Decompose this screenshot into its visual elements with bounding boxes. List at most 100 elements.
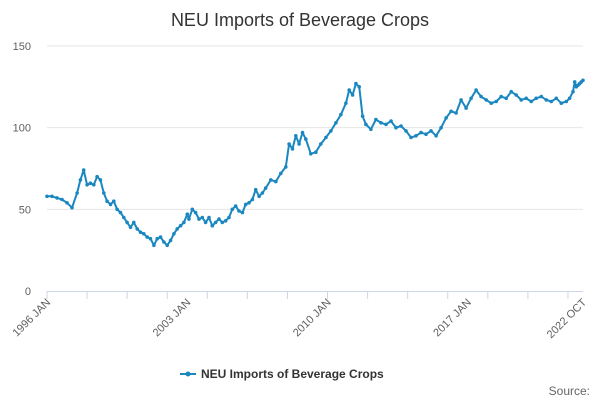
data-point[interactable] [182, 220, 186, 225]
legend[interactable]: NEU Imports of Beverage Crops [180, 367, 384, 381]
data-point[interactable] [287, 142, 291, 146]
data-point[interactable] [469, 96, 473, 101]
data-point[interactable] [294, 134, 298, 138]
data-point[interactable] [389, 119, 393, 123]
data-point[interactable] [125, 220, 129, 225]
data-point[interactable] [564, 99, 569, 104]
data-point[interactable] [200, 215, 205, 220]
data-point[interactable] [459, 98, 463, 102]
data-point[interactable] [65, 201, 69, 205]
data-point[interactable] [260, 191, 265, 195]
data-point[interactable] [347, 88, 352, 92]
data-point[interactable] [240, 210, 245, 215]
data-point[interactable] [379, 121, 383, 125]
data-point[interactable] [220, 220, 225, 225]
data-point[interactable] [429, 129, 433, 133]
data-point[interactable] [122, 215, 126, 220]
data-point[interactable] [454, 111, 458, 115]
data-point[interactable] [549, 99, 554, 104]
data-point[interactable] [237, 209, 241, 213]
data-point[interactable] [197, 217, 201, 221]
data-point[interactable] [384, 122, 388, 127]
data-point[interactable] [539, 94, 544, 99]
data-point[interactable] [524, 96, 528, 101]
data-point[interactable] [213, 220, 218, 225]
data-point[interactable] [152, 243, 156, 248]
data-point[interactable] [253, 187, 258, 192]
data-point[interactable] [581, 78, 585, 83]
data-point[interactable] [178, 223, 183, 228]
data-point[interactable] [504, 96, 509, 101]
data-point[interactable] [309, 152, 313, 156]
data-point[interactable] [45, 194, 49, 199]
data-point[interactable] [187, 217, 191, 221]
data-point[interactable] [250, 197, 255, 202]
data-point[interactable] [217, 217, 221, 221]
data-point[interactable] [102, 191, 106, 195]
data-point[interactable] [207, 215, 211, 220]
data-point[interactable] [350, 93, 355, 97]
data-point[interactable] [414, 134, 418, 138]
data-point[interactable] [112, 199, 116, 203]
data-point[interactable] [165, 243, 169, 248]
data-point[interactable] [128, 225, 133, 230]
data-point[interactable] [494, 99, 499, 104]
data-point[interactable] [88, 181, 93, 185]
data-point[interactable] [534, 96, 538, 101]
data-point[interactable] [290, 147, 295, 151]
data-point[interactable] [314, 150, 318, 154]
data-point[interactable] [424, 132, 428, 136]
data-point[interactable] [263, 186, 268, 190]
data-point[interactable] [230, 207, 235, 212]
data-point[interactable] [142, 232, 146, 236]
data-point[interactable] [324, 135, 328, 140]
data-point[interactable] [227, 215, 231, 220]
data-point[interactable] [464, 106, 468, 110]
data-point[interactable] [257, 194, 261, 199]
data-point[interactable] [354, 81, 358, 86]
data-point[interactable] [559, 101, 564, 105]
data-point[interactable] [193, 210, 198, 215]
data-point[interactable] [514, 93, 518, 97]
data-point[interactable] [300, 130, 305, 135]
data-point[interactable] [449, 109, 453, 114]
data-point[interactable] [439, 125, 443, 130]
data-point[interactable] [357, 85, 362, 89]
data-point[interactable] [544, 98, 549, 102]
data-point[interactable] [75, 191, 79, 195]
data-point[interactable] [78, 178, 83, 182]
data-point[interactable] [304, 137, 308, 141]
data-point[interactable] [55, 196, 59, 200]
data-point[interactable] [404, 129, 408, 133]
data-point[interactable] [274, 179, 278, 184]
data-point[interactable] [145, 235, 149, 239]
data-point[interactable] [474, 88, 478, 92]
data-point[interactable] [554, 96, 559, 101]
data-point[interactable] [175, 227, 179, 231]
data-point[interactable] [519, 98, 523, 102]
data-point[interactable] [394, 125, 398, 130]
data-point[interactable] [50, 194, 54, 199]
data-point[interactable] [172, 232, 176, 236]
data-point[interactable] [247, 201, 251, 205]
data-point[interactable] [360, 114, 365, 118]
data-point[interactable] [118, 210, 123, 215]
data-point[interactable] [158, 235, 163, 239]
data-point[interactable] [572, 80, 577, 84]
data-point[interactable] [135, 227, 139, 231]
data-point[interactable] [132, 220, 136, 225]
data-point[interactable] [85, 183, 89, 187]
data-point[interactable] [233, 204, 238, 208]
data-point[interactable] [329, 129, 333, 133]
data-point[interactable] [434, 134, 438, 138]
data-point[interactable] [297, 142, 301, 146]
data-point[interactable] [210, 223, 215, 228]
data-point[interactable] [529, 99, 533, 104]
data-point[interactable] [479, 94, 483, 99]
data-point[interactable] [269, 178, 273, 182]
data-point[interactable] [484, 98, 489, 102]
data-point[interactable] [223, 219, 228, 223]
data-point[interactable] [499, 94, 504, 99]
data-point[interactable] [567, 96, 572, 101]
data-point[interactable] [70, 205, 74, 210]
